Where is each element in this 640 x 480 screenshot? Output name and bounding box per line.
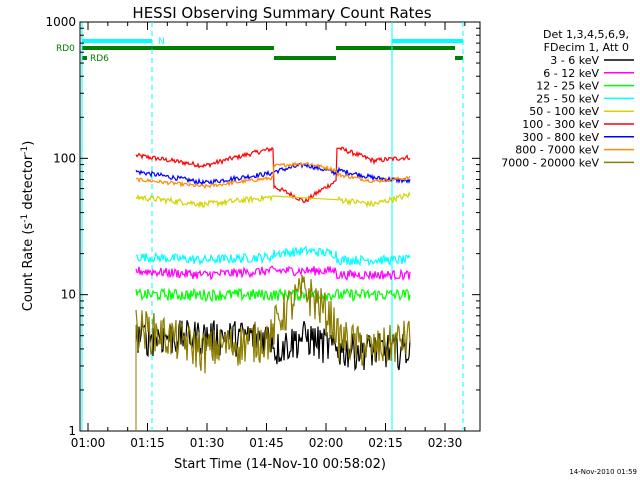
legend-label: 6 - 12 keV (543, 67, 599, 80)
series-line-7000-20000keV (135, 274, 411, 374)
series-line-100-300keV (135, 146, 411, 204)
chart-title: HESSI Observing Summary Count Rates (132, 4, 431, 22)
legend-label: 300 - 800 keV (522, 131, 599, 144)
vertical-markers (81, 22, 464, 431)
legend-label: 50 - 100 keV (529, 105, 599, 118)
x-tick-label: 02:15 (368, 436, 403, 450)
x-tick-label: 02:00 (309, 436, 344, 450)
x-tick-label: 01:15 (130, 436, 165, 450)
y-tick-label: 100 (53, 151, 76, 165)
flag-rd0-bar (82, 46, 274, 50)
series-line-50-100keV (135, 191, 411, 209)
flag-n-bar (82, 39, 152, 43)
flag-rd6-bar (274, 56, 336, 60)
series-line-800-7000keV (135, 161, 411, 190)
y-tick-label: 1 (68, 424, 76, 438)
flag-layer: N RD0 RD6 (56, 37, 463, 64)
flag-rd6-label: RD6 (90, 54, 109, 64)
flag-rd6-bar (82, 56, 87, 60)
legend-label: 800 - 7000 keV (515, 144, 599, 157)
series-line-12-25keV (135, 287, 411, 303)
series-line-25-50keV (135, 245, 411, 267)
y-tick-label: 1000 (45, 15, 76, 29)
legend-label: 25 - 50 keV (536, 92, 599, 105)
legend-label: 7000 - 20000 keV (501, 156, 599, 169)
legend-label: 12 - 25 keV (536, 80, 599, 93)
series-line-3-6keV (135, 320, 411, 372)
x-tick-label: 01:30 (190, 436, 225, 450)
flag-n-label: N (158, 37, 165, 47)
y-tick-label: 10 (61, 288, 76, 302)
flag-rd6-bar (455, 56, 463, 60)
legend: Det 1,3,4,5,6,9, FDecim 1, Att 0 3 - 6 k… (501, 28, 634, 169)
x-tick-label: 01:00 (71, 436, 106, 450)
plot-frame (79, 21, 481, 432)
x-tick-label: 02:30 (428, 436, 463, 450)
legend-label: 3 - 6 keV (550, 54, 599, 67)
x-tick-label: 01:45 (249, 436, 284, 450)
legend-header-line-2: FDecim 1, Att 0 (544, 41, 629, 54)
flag-n-bar (392, 39, 463, 43)
footer-timestamp: 14-Nov-2010 01:59 (569, 468, 637, 476)
series-layer (135, 146, 411, 431)
y-axis-label: Count Rate (s-1 detector-1) (20, 141, 36, 312)
axis-layer: 01:00 01:15 01:30 01:45 02:00 02:15 02:30 1 10 10… (45, 15, 480, 450)
flag-rd0-bar (336, 46, 455, 50)
flag-rd0-label: RD0 (56, 44, 75, 54)
x-axis-label: Start Time (14-Nov-10 00:58:02) (174, 457, 386, 472)
legend-label: 100 - 300 keV (522, 118, 599, 131)
legend-header-line-1: Det 1,3,4,5,6,9, (543, 28, 629, 41)
series-line-6-12keV (135, 265, 411, 281)
